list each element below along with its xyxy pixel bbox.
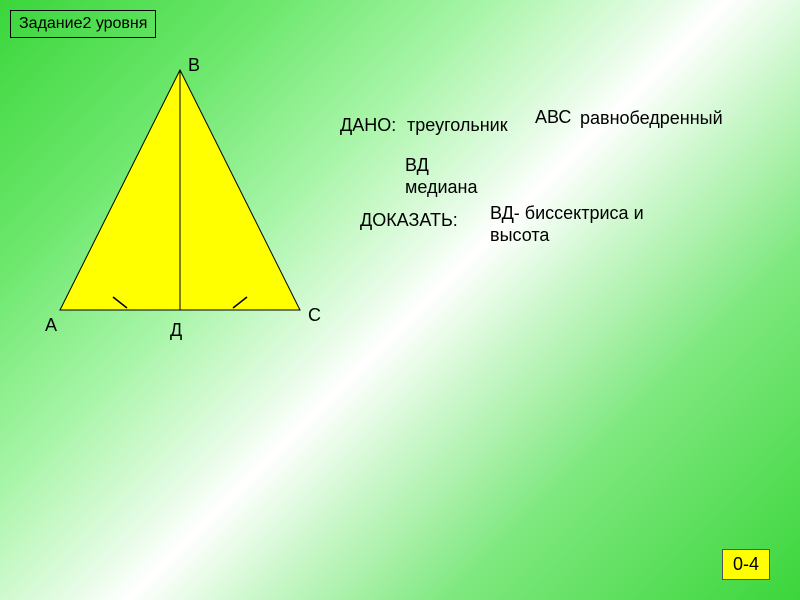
vertex-d: Д (170, 320, 182, 341)
prove-text: ВД- биссектриса и высота (490, 203, 670, 246)
given-isosceles: равнобедренный (580, 108, 723, 129)
given-bd-2: медиана (405, 177, 478, 199)
vertex-a: А (45, 315, 57, 336)
score-value: 0-4 (733, 554, 759, 574)
given-bd-1: ВД (405, 155, 478, 177)
prove-label: ДОКАЗАТЬ: (360, 210, 458, 231)
score-box: 0-4 (722, 549, 770, 580)
task-label: Задание2 уровня (19, 15, 147, 32)
triangle-diagram: В А С Д (40, 60, 320, 340)
given-triangle: треугольник (407, 115, 508, 136)
vertex-b: В (188, 55, 200, 76)
given-abc: АВС (535, 108, 571, 128)
given-abc-text: АВС (535, 107, 571, 127)
given-bd: ВД медиана (405, 155, 478, 198)
triangle-svg (40, 60, 320, 340)
given-label: ДАНО: (340, 115, 396, 136)
task-label-box: Задание2 уровня (10, 10, 156, 38)
vertex-c: С (308, 305, 321, 326)
